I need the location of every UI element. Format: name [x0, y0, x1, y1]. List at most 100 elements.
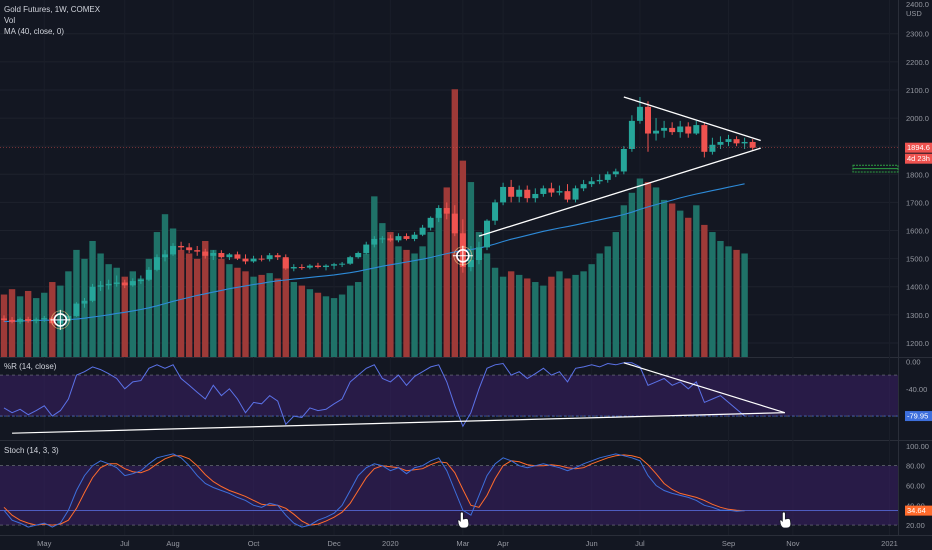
- candle: [451, 205, 458, 237]
- volume-bar: [250, 276, 257, 357]
- candle: [113, 275, 120, 287]
- volume-bar: [185, 253, 193, 357]
- time-tick-label: Jun: [586, 539, 598, 548]
- hand-pointer-icon: [779, 511, 792, 529]
- volume-bar: [290, 282, 297, 357]
- candle-body: [612, 171, 619, 175]
- candle: [41, 315, 48, 322]
- candle: [73, 302, 80, 317]
- wr-legend: %R (14, close): [4, 362, 57, 371]
- candle: [202, 248, 209, 259]
- time-tick-label: Sep: [722, 539, 735, 548]
- candle-body: [604, 174, 611, 180]
- candle: [588, 177, 595, 187]
- price-tick-label: 1400.0: [906, 283, 929, 292]
- volume-bar: [524, 278, 531, 357]
- candle: [331, 262, 338, 270]
- volume-bar: [604, 246, 611, 357]
- volume-bar: [403, 249, 410, 357]
- volume-bar: [322, 296, 330, 357]
- candle-body: [580, 184, 587, 189]
- moving-average-line: [3, 183, 745, 323]
- candle: [194, 245, 201, 256]
- volume-bar: [97, 253, 104, 357]
- candle: [500, 182, 507, 206]
- volume-bar: [306, 289, 314, 357]
- time-tick-label: Aug: [166, 539, 179, 548]
- candle: [749, 139, 756, 151]
- candle: [9, 317, 16, 324]
- volume-bar: [709, 232, 716, 357]
- candle-body: [186, 247, 193, 251]
- hand-shape: [779, 511, 792, 529]
- candle: [218, 250, 225, 259]
- candle-body: [65, 315, 72, 321]
- candle: [628, 115, 635, 152]
- candle: [290, 264, 297, 272]
- candle-body: [588, 181, 595, 185]
- volume-bar: [628, 192, 636, 357]
- volume-bar: [202, 240, 209, 357]
- candle: [178, 241, 185, 251]
- candle: [701, 122, 708, 158]
- candle-body: [49, 318, 56, 324]
- candle-body: [371, 238, 378, 245]
- price-tick-label: 2200.0: [906, 58, 929, 67]
- main-legend-title: Gold Futures, 1W, COMEX: [4, 5, 101, 14]
- candle-body: [395, 236, 402, 241]
- volume-bar: [419, 246, 426, 357]
- volume-bar: [355, 282, 362, 357]
- candle-body: [475, 247, 482, 261]
- candle-body: [701, 125, 708, 152]
- candle: [604, 171, 611, 183]
- volume-bar: [596, 253, 603, 357]
- wr-line: [3, 362, 745, 428]
- volume-bar: [427, 232, 434, 357]
- currency-header-unit: USD: [906, 9, 922, 18]
- svg-text:-79.95: -79.95: [907, 412, 928, 421]
- candle-body: [387, 238, 394, 241]
- candle-body: [339, 263, 346, 265]
- volume-bar: [395, 246, 402, 357]
- candle: [242, 254, 249, 265]
- price-tick-label: 1800.0: [906, 170, 929, 179]
- volume-bar: [153, 232, 161, 357]
- volume-bar: [717, 240, 724, 357]
- wr-upper-trendline: [623, 362, 786, 414]
- volume-bar: [169, 228, 177, 357]
- price-tick-label: 1300.0: [906, 311, 929, 320]
- volume-bar: [660, 199, 668, 357]
- candle-body: [17, 319, 24, 322]
- volume-bar: [41, 292, 48, 357]
- stochastic-indicator: [0, 453, 898, 529]
- hand-shape: [457, 511, 470, 529]
- candle: [129, 278, 136, 287]
- price-axis[interactable]: 2300.02200.02100.02000.01900.01800.01700…: [906, 30, 929, 530]
- time-tick-label: 2020: [382, 539, 399, 548]
- candle-body: [709, 144, 716, 152]
- candle-body: [25, 319, 32, 322]
- candle: [105, 279, 112, 290]
- stoch-value-tag: 34.64: [905, 505, 932, 516]
- volume-bar: [258, 274, 265, 357]
- candle: [411, 231, 418, 242]
- candle: [580, 179, 587, 192]
- volume-bar: [499, 276, 507, 357]
- price-tick-label: 2100.0: [906, 86, 929, 95]
- volume-bar: [636, 178, 644, 357]
- candle-body: [274, 255, 281, 258]
- candle-body: [170, 245, 177, 255]
- volume-bar: [387, 232, 394, 357]
- volume-bar: [218, 258, 225, 357]
- candle-body: [33, 319, 40, 322]
- ma-legend: MA (40, close, 0): [4, 27, 64, 36]
- candle-body: [564, 191, 571, 200]
- volume-bar: [137, 278, 145, 357]
- time-axis[interactable]: May Jul Aug Oct Dec 2020 Mar Apr Jun Jul Sep Nov 202…: [37, 539, 898, 548]
- candle-body: [451, 213, 458, 234]
- candle: [669, 122, 676, 135]
- candle-body: [645, 106, 651, 134]
- candle: [661, 120, 668, 138]
- candle-body: [717, 141, 724, 145]
